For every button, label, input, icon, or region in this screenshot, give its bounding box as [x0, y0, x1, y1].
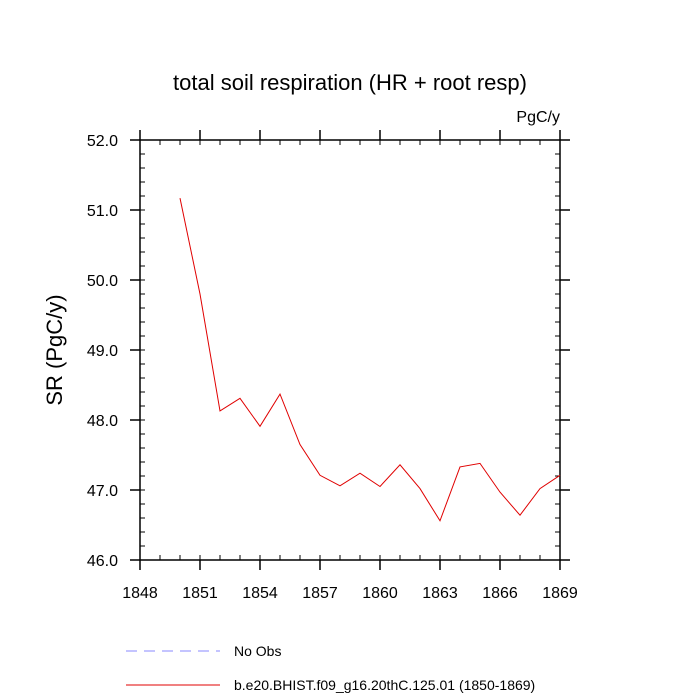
x-tick-label: 1857: [302, 585, 338, 602]
chart-title: total soil respiration (HR + root resp): [173, 70, 527, 95]
x-tick-label: 1854: [242, 585, 278, 602]
y-axis-label: SR (PgC/y): [42, 294, 67, 405]
major-ticks: [130, 130, 570, 570]
x-tick-label: 1851: [182, 585, 218, 602]
y-tick-label: 52.0: [87, 133, 118, 150]
plot-frame: [139, 139, 561, 561]
series-layer: [179, 197, 561, 522]
legend-label-no-obs: No Obs: [234, 643, 281, 659]
x-tick-label: 1866: [482, 585, 518, 602]
legend-label-model: b.e20.BHIST.f09_g16.20thC.125.01 (1850-1…: [234, 677, 535, 693]
x-tick-label: 1860: [362, 585, 398, 602]
legend: No Obs b.e20.BHIST.f09_g16.20thC.125.01 …: [126, 643, 535, 693]
minor-ticks: [139, 139, 561, 561]
series-line-model: [179, 197, 561, 522]
y-tick-label: 48.0: [87, 413, 118, 430]
x-tick-label: 1869: [542, 585, 578, 602]
x-tick-label: 1863: [422, 585, 458, 602]
x-tick-label: 1848: [122, 585, 158, 602]
y-tick-label: 51.0: [87, 203, 118, 220]
y-tick-label: 46.0: [87, 553, 118, 570]
units-label: PgC/y: [516, 109, 560, 126]
y-tick-label: 49.0: [87, 343, 118, 360]
y-tick-label: 47.0: [87, 483, 118, 500]
y-tick-label: 50.0: [87, 273, 118, 290]
tick-labels: 1848 1851 1854 1857 1860 1863 1866 1869 46.0 47.0…: [87, 133, 578, 602]
